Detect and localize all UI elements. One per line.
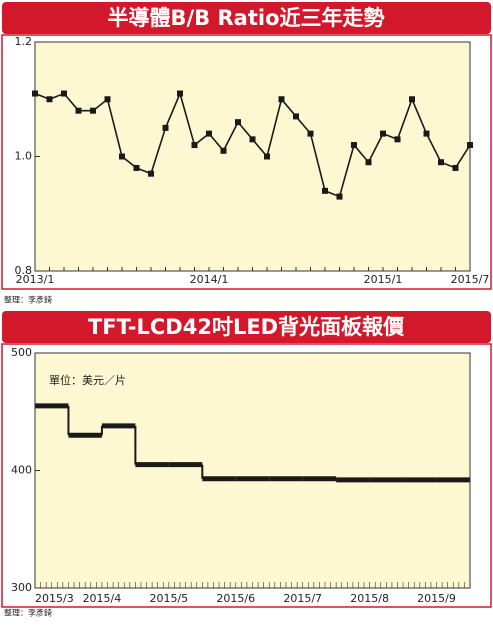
marker xyxy=(467,142,473,149)
marker xyxy=(133,164,140,171)
marker xyxy=(75,107,82,114)
marker xyxy=(351,142,357,149)
marker xyxy=(249,136,256,143)
frame xyxy=(1,34,492,290)
x-tick-label: 2015/6 xyxy=(216,592,255,605)
x-tick-label: 2015/3 xyxy=(35,592,74,605)
marker xyxy=(61,90,67,97)
source: 整理：李彥錡 xyxy=(4,608,52,618)
x-tick-label: 2015/4 xyxy=(83,592,122,605)
x-tick-label: 2015/7 xyxy=(283,592,322,605)
marker xyxy=(380,130,386,137)
y-tick-label: 1.2 xyxy=(15,35,33,48)
marker xyxy=(119,153,125,160)
marker xyxy=(191,142,198,149)
marker xyxy=(278,96,285,103)
source: 整理：李彥錡 xyxy=(4,295,52,305)
marker xyxy=(148,170,154,177)
marker xyxy=(336,193,343,200)
x-tick-label: 2014/1 xyxy=(190,273,229,286)
marker xyxy=(293,113,299,120)
y-tick-label: 500 xyxy=(11,346,32,359)
marker xyxy=(220,147,227,154)
marker xyxy=(90,107,96,114)
marker xyxy=(423,130,430,137)
marker xyxy=(264,153,270,160)
x-tick-label: 2015/5 xyxy=(149,592,188,605)
header-bar xyxy=(2,311,491,343)
unit-label: 單位：美元／片 xyxy=(49,373,126,387)
x-tick-label: 2013/1 xyxy=(16,273,55,286)
y-tick-label: 400 xyxy=(11,464,32,477)
marker xyxy=(46,96,53,103)
chart-title: TFT-LCD42吋LED背光面板報價 xyxy=(88,315,405,339)
marker xyxy=(409,96,415,103)
header-bar xyxy=(2,2,491,34)
x-tick-label: 2015/7 xyxy=(451,273,490,286)
marker xyxy=(452,164,459,171)
marker xyxy=(365,159,372,166)
marker xyxy=(438,159,444,166)
y-tick-label: 0.8 xyxy=(15,264,33,277)
marker xyxy=(177,90,183,97)
plot-area xyxy=(34,41,471,272)
y-tick-label: 1.0 xyxy=(15,150,33,163)
chart-title: 半導體B/B Ratio近三年走勢 xyxy=(108,6,385,30)
marker xyxy=(307,130,314,137)
x-tick-label: 2015/8 xyxy=(350,592,389,605)
frame xyxy=(1,343,492,608)
marker xyxy=(104,96,111,103)
marker xyxy=(322,187,328,194)
x-tick-label: 2015/1 xyxy=(364,273,403,286)
marker xyxy=(32,90,38,97)
y-tick-label: 300 xyxy=(11,581,32,594)
plot-area xyxy=(34,352,471,589)
marker xyxy=(162,124,169,131)
marker xyxy=(235,119,241,126)
marker xyxy=(394,136,401,143)
x-tick-label: 2015/9 xyxy=(417,592,456,605)
marker xyxy=(206,130,212,137)
